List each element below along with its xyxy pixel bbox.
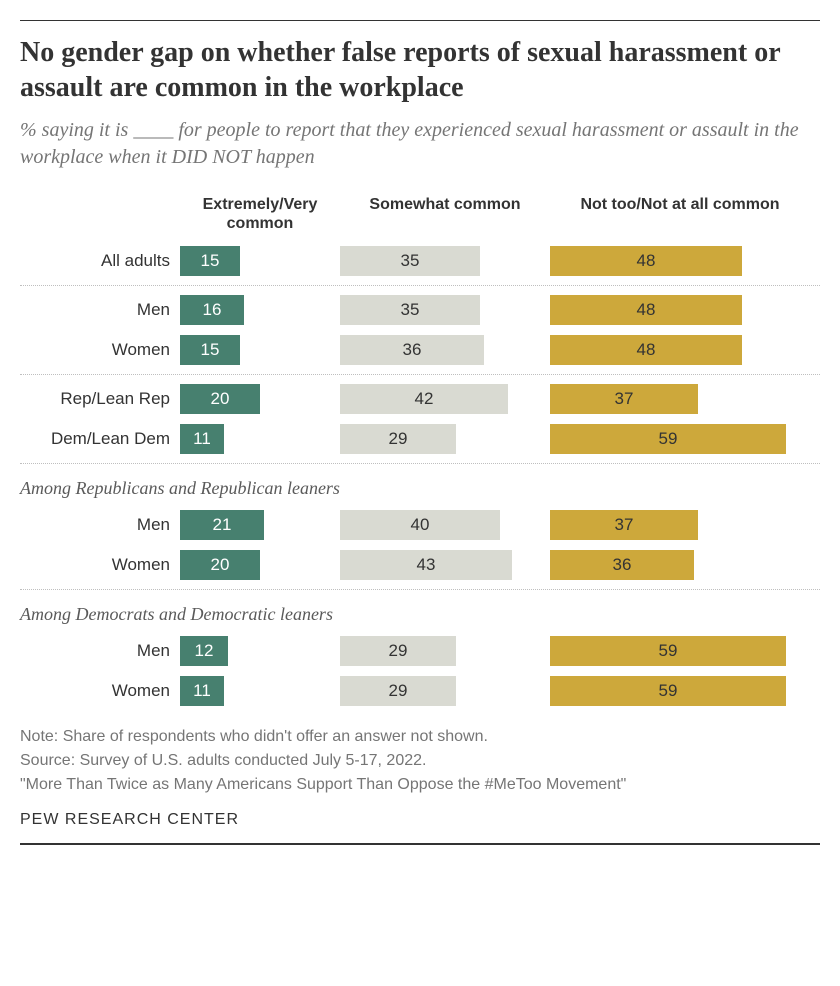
data-row: Rep/Lean Rep20 42 37 — [20, 379, 820, 419]
bar-segment: 20 — [180, 384, 260, 414]
bar-segment: 29 — [340, 636, 456, 666]
data-row: Men21 40 37 — [20, 505, 820, 545]
bar-segment: 40 — [340, 510, 500, 540]
column-headers: Extremely/Very common Somewhat common No… — [20, 195, 820, 233]
section-heading: Among Republicans and Republican leaners — [20, 468, 820, 505]
note-line: Note: Share of respondents who didn't of… — [20, 725, 820, 749]
bar-segment: 29 — [340, 676, 456, 706]
data-row: Men16 35 48 — [20, 290, 820, 330]
top-rule — [20, 20, 820, 21]
row-label: Men — [20, 515, 180, 535]
note-line: "More Than Twice as Many Americans Suppo… — [20, 773, 820, 797]
group-divider — [20, 463, 820, 464]
bar-segment: 35 — [340, 295, 480, 325]
bar-segment: 20 — [180, 550, 260, 580]
group-divider — [20, 374, 820, 375]
bar-segment: 59 — [550, 636, 786, 666]
note-line: Source: Survey of U.S. adults conducted … — [20, 749, 820, 773]
chart-container: No gender gap on whether false reports o… — [20, 20, 820, 845]
group-divider — [20, 285, 820, 286]
bar-segment: 29 — [340, 424, 456, 454]
bar-segment: 11 — [180, 424, 224, 454]
row-label: Women — [20, 340, 180, 360]
row-label: Women — [20, 681, 180, 701]
bar-segment: 21 — [180, 510, 264, 540]
bar-segment: 16 — [180, 295, 244, 325]
bar-segment: 15 — [180, 335, 240, 365]
chart-subtitle: % saying it is ____ for people to report… — [20, 117, 820, 171]
bar-segment: 15 — [180, 246, 240, 276]
chart-notes: Note: Share of respondents who didn't of… — [20, 725, 820, 797]
bar-segment: 11 — [180, 676, 224, 706]
chart-title: No gender gap on whether false reports o… — [20, 35, 820, 105]
bar-segment: 12 — [180, 636, 228, 666]
col3-header: Not too/Not at all common — [550, 195, 810, 233]
col1-header: Extremely/Very common — [180, 195, 340, 233]
footer-brand: PEW RESEARCH CENTER — [20, 811, 820, 845]
row-label: Dem/Lean Dem — [20, 429, 180, 449]
section-heading: Among Democrats and Democratic leaners — [20, 594, 820, 631]
data-row: Women15 36 48 — [20, 330, 820, 370]
data-row: Dem/Lean Dem11 29 59 — [20, 419, 820, 459]
data-row: Men12 29 59 — [20, 631, 820, 671]
bar-segment: 59 — [550, 676, 786, 706]
group-divider — [20, 589, 820, 590]
col2-header: Somewhat common — [340, 195, 550, 233]
bar-segment: 48 — [550, 295, 742, 325]
bar-segment: 42 — [340, 384, 508, 414]
row-label: Rep/Lean Rep — [20, 389, 180, 409]
bar-segment: 36 — [340, 335, 484, 365]
bar-segment: 36 — [550, 550, 694, 580]
bar-segment: 48 — [550, 335, 742, 365]
row-label: Men — [20, 300, 180, 320]
data-row: Women11 29 59 — [20, 671, 820, 711]
row-label: All adults — [20, 251, 180, 271]
bar-segment: 35 — [340, 246, 480, 276]
data-row: Women20 43 36 — [20, 545, 820, 585]
data-row: All adults15 35 48 — [20, 241, 820, 281]
rows-host: All adults153548Men163548Women153648Rep/… — [20, 241, 820, 711]
row-label: Women — [20, 555, 180, 575]
bar-segment: 37 — [550, 384, 698, 414]
row-label: Men — [20, 641, 180, 661]
bar-segment: 37 — [550, 510, 698, 540]
bar-segment: 59 — [550, 424, 786, 454]
bar-segment: 43 — [340, 550, 512, 580]
bar-segment: 48 — [550, 246, 742, 276]
